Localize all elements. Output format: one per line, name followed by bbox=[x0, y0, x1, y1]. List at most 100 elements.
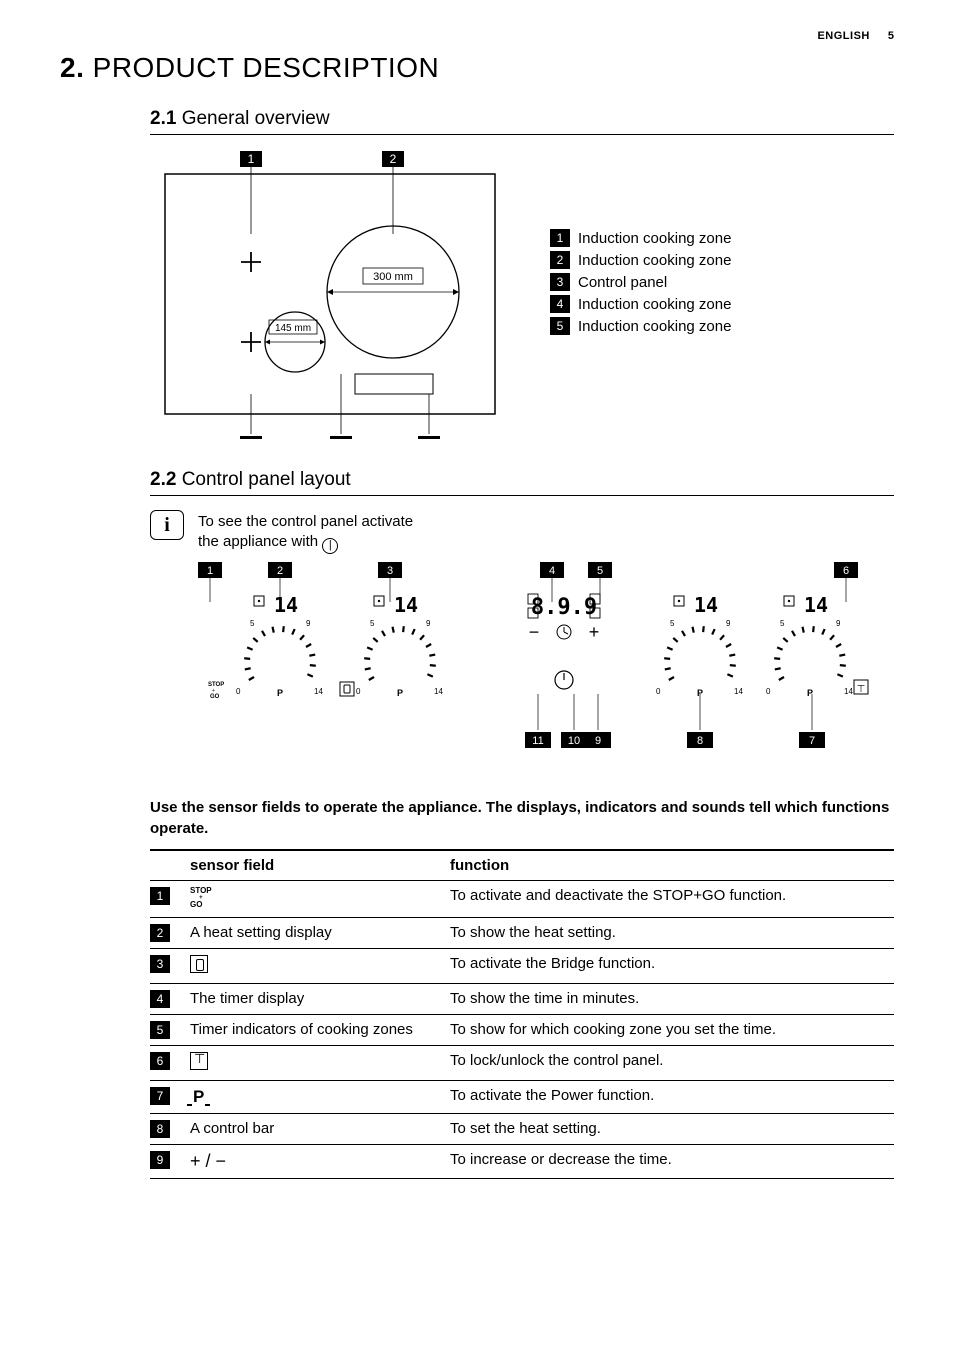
panel-heading: 2.2 Control panel layout bbox=[150, 469, 894, 496]
legend-item: 4Induction cooking zone bbox=[550, 295, 731, 313]
legend-text: Induction cooking zone bbox=[578, 230, 731, 247]
table-row: 6To lock/unlock the control panel. bbox=[150, 1045, 894, 1080]
svg-text:14: 14 bbox=[804, 593, 828, 617]
sensor-text: The timer display bbox=[190, 990, 304, 1007]
plusminus-icon: + / − bbox=[190, 1151, 226, 1171]
legend-text: Induction cooking zone bbox=[578, 318, 731, 335]
svg-text:+: + bbox=[589, 622, 600, 642]
legend-item: 3Control panel bbox=[550, 273, 731, 291]
svg-text:14: 14 bbox=[434, 687, 443, 696]
power-p-icon: P bbox=[190, 1087, 207, 1107]
legend-item: 2 Induction cooking zone bbox=[550, 251, 731, 269]
row-num: 5 bbox=[150, 1021, 170, 1039]
row-num: 4 bbox=[150, 990, 170, 1008]
overview-title-text: General overview bbox=[182, 108, 330, 129]
svg-text:5: 5 bbox=[370, 619, 375, 628]
svg-text:P: P bbox=[277, 688, 283, 698]
power-icon: | bbox=[322, 538, 338, 554]
svg-text:P: P bbox=[397, 688, 403, 698]
bridge-icon bbox=[190, 955, 208, 973]
row-num: 9 bbox=[150, 1151, 170, 1169]
svg-text:STOP: STOP bbox=[208, 682, 224, 688]
svg-text:3: 3 bbox=[387, 565, 393, 577]
svg-text:0: 0 bbox=[356, 687, 361, 696]
table-row: 5 Timer indicators of cooking zones To sho… bbox=[150, 1014, 894, 1045]
sensor-text: Timer indicators of cooking zones bbox=[190, 1021, 413, 1038]
svg-text:9: 9 bbox=[306, 619, 311, 628]
info-line2: the appliance with bbox=[198, 533, 318, 550]
row-num: 8 bbox=[150, 1120, 170, 1138]
page-header: ENGLISH 5 bbox=[60, 30, 894, 42]
svg-text:4: 4 bbox=[338, 437, 345, 439]
row-func: To show the time in minutes. bbox=[450, 983, 894, 1014]
function-table: sensor field function 1STOP+GOTo activat… bbox=[150, 851, 894, 1179]
info-note: i To see the control panel activate the … bbox=[150, 510, 894, 554]
svg-text:0: 0 bbox=[236, 687, 241, 696]
svg-text:1: 1 bbox=[248, 152, 255, 166]
legend-num: 4 bbox=[550, 295, 570, 313]
row-func: To show for which cooking zone you set t… bbox=[450, 1014, 894, 1045]
svg-text:⊤: ⊤ bbox=[857, 684, 866, 695]
svg-text:1: 1 bbox=[207, 565, 213, 577]
svg-text:9: 9 bbox=[836, 619, 841, 628]
instruction-note: Use the sensor fields to operate the app… bbox=[150, 797, 894, 851]
row-func: To activate the Power function. bbox=[450, 1080, 894, 1113]
legend-text: Induction cooking zone bbox=[578, 252, 731, 269]
svg-text:7: 7 bbox=[809, 735, 815, 747]
table-row: 4 The timer display To show the time in mi… bbox=[150, 983, 894, 1014]
table-row: 2 A heat setting display To show the heat … bbox=[150, 917, 894, 948]
info-icon: i bbox=[150, 510, 184, 540]
svg-text:11: 11 bbox=[532, 735, 543, 747]
th-sensor: sensor field bbox=[190, 851, 450, 881]
svg-text:3: 3 bbox=[426, 437, 433, 439]
svg-text:0: 0 bbox=[766, 687, 771, 696]
row-func: To lock/unlock the control panel. bbox=[450, 1045, 894, 1080]
svg-text:14: 14 bbox=[734, 687, 743, 696]
svg-text:5: 5 bbox=[597, 565, 603, 577]
svg-text:14: 14 bbox=[694, 593, 718, 617]
sensor-text: A heat setting display bbox=[190, 924, 332, 941]
row-num: 7 bbox=[150, 1087, 170, 1105]
th-function: function bbox=[450, 851, 894, 881]
legend-item: 5Induction cooking zone bbox=[550, 317, 731, 335]
table-row: 3 To activate the Bridge function. bbox=[150, 948, 894, 983]
table-row: 7 P To activate the Power function. bbox=[150, 1080, 894, 1113]
row-func: To increase or decrease the time. bbox=[450, 1144, 894, 1178]
section-title: 2. PRODUCT DESCRIPTION bbox=[60, 52, 894, 84]
svg-text:GO: GO bbox=[210, 694, 220, 700]
svg-text:8: 8 bbox=[697, 735, 703, 747]
svg-text:8.9.9: 8.9.9 bbox=[531, 595, 597, 620]
overview-legend: 1 Induction cooking zone 2 Induction cookin… bbox=[550, 149, 731, 339]
language-label: ENGLISH bbox=[817, 30, 869, 42]
svg-text:145 mm: 145 mm bbox=[275, 323, 311, 334]
overview-number: 2.1 bbox=[150, 108, 176, 129]
legend-num: 2 bbox=[550, 251, 570, 269]
row-func: To show the heat setting. bbox=[450, 917, 894, 948]
row-func: To activate the Bridge function. bbox=[450, 948, 894, 983]
row-func: To set the heat setting. bbox=[450, 1113, 894, 1144]
svg-text:5: 5 bbox=[250, 619, 255, 628]
control-panel-diagram: 1234561459014PSTOP+GO1459014P1459014P145… bbox=[150, 562, 890, 762]
svg-text:6: 6 bbox=[843, 565, 849, 577]
svg-text:14: 14 bbox=[314, 687, 323, 696]
svg-text:300 mm: 300 mm bbox=[373, 271, 413, 283]
svg-text:2: 2 bbox=[277, 565, 283, 577]
svg-text:2: 2 bbox=[390, 152, 397, 166]
svg-text:5: 5 bbox=[248, 437, 255, 439]
stopgo-icon: STOP+GO bbox=[190, 887, 212, 909]
svg-text:14: 14 bbox=[844, 687, 853, 696]
row-func: To activate and deactivate the STOP+GO f… bbox=[450, 880, 894, 917]
table-row: 8 A control bar To set the heat setting. bbox=[150, 1113, 894, 1144]
svg-text:9: 9 bbox=[426, 619, 431, 628]
legend-num: 1 bbox=[550, 229, 570, 247]
sensor-text: A control bar bbox=[190, 1120, 274, 1137]
row-num: 2 bbox=[150, 924, 170, 942]
svg-text:14: 14 bbox=[394, 593, 418, 617]
svg-text:9: 9 bbox=[595, 735, 601, 747]
legend-item: 1 Induction cooking zone bbox=[550, 229, 731, 247]
table-row: 9 + / − To increase or decrease the time. bbox=[150, 1144, 894, 1178]
svg-text:−: − bbox=[529, 622, 540, 642]
svg-text:5: 5 bbox=[670, 619, 675, 628]
row-num: 3 bbox=[150, 955, 170, 973]
info-line1: To see the control panel activate bbox=[198, 513, 413, 530]
